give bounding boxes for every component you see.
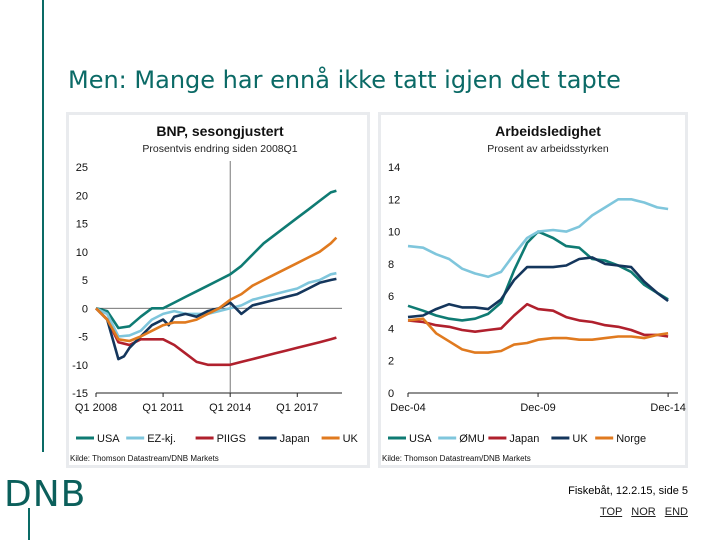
unemp-series-norge [407, 317, 669, 354]
unemp-x-tick-label: Dec-09 [520, 402, 555, 414]
gdp-x-tick-label: Q1 2017 [276, 402, 318, 414]
unemp-series-usa [407, 230, 669, 322]
unemp-y-tick-label: 4 [388, 323, 394, 335]
gdp-y-tick-label: 25 [76, 162, 88, 174]
footer-text: Fiskebåt, 12.2.15, side 5 [568, 485, 688, 497]
unemp-legend-label: ØMU [459, 433, 485, 445]
gdp-x-tick-label: Q1 2011 [142, 402, 183, 414]
nav-link-end[interactable]: END [664, 506, 688, 518]
dnb-logo: DNB [4, 474, 87, 515]
nav-link-nor[interactable]: NOR [631, 506, 656, 518]
gdp-source: Kilde: Thomson Datastream/DNB Markets [70, 454, 219, 463]
unemp-title: Arbeidsledighet [495, 123, 601, 139]
gdp-subtitle: Prosentvis endring siden 2008Q1 [142, 143, 297, 155]
unemp-y-tick-label: 6 [388, 291, 394, 303]
unemp-legend-label: Norge [616, 433, 646, 445]
unemp-y-tick-label: 14 [388, 162, 400, 174]
gdp-series-japan [95, 277, 337, 361]
gdp-legend-label: EZ-kj. [147, 433, 176, 445]
gdp-x-tick-label: Q1 2008 [75, 402, 117, 414]
unemp-series-japan [407, 302, 669, 338]
unemp-legend-label: USA [409, 433, 432, 445]
gdp-y-tick-label: 5 [82, 275, 88, 287]
gdp-y-tick-label: 15 [76, 219, 88, 231]
gdp-y-tick-label: 20 [76, 190, 88, 202]
unemp-y-tick-label: 2 [388, 356, 394, 368]
gdp-series-ez-kj- [95, 271, 337, 338]
gdp-y-tick-label: -10 [72, 360, 88, 372]
unemp-y-tick-label: 12 [388, 194, 400, 206]
gdp-chart-panel: BNP, sesongjustert Prosentvis endring sid… [66, 112, 370, 468]
gdp-series-piigs [95, 307, 337, 367]
accent-line-bottom [28, 508, 30, 540]
unemp-source: Kilde: Thomson Datastream/DNB Markets [382, 454, 531, 463]
gdp-legend-label: USA [97, 433, 120, 445]
nav-links: TOP NOR END [594, 506, 688, 518]
unemp-legend-label: Japan [509, 433, 539, 445]
gdp-chart: BNP, sesongjustert Prosentvis endring sid… [70, 123, 359, 463]
gdp-y-tick-label: 10 [76, 247, 88, 259]
unemp-y-tick-label: 10 [388, 227, 400, 239]
unemp-series-uk [407, 256, 669, 319]
gdp-y-tick-label: -5 [78, 332, 88, 344]
unemp-x-tick-label: Dec-04 [390, 402, 425, 414]
unemp-subtitle: Prosent av arbeidsstyrken [487, 143, 609, 155]
unemp-legend-label: UK [572, 433, 588, 445]
gdp-y-tick-label: -15 [72, 388, 88, 400]
gdp-title: BNP, sesongjustert [156, 123, 284, 139]
gdp-series-uk [95, 236, 338, 343]
unemployment-chart-panel: Arbeidsledighet Prosent av arbeidsstyrken… [378, 112, 688, 468]
unemployment-chart: Arbeidsledighet Prosent av arbeidsstyrken… [382, 123, 686, 463]
accent-line [42, 0, 44, 452]
nav-link-top[interactable]: TOP [599, 506, 623, 518]
gdp-legend-label: PIIGS [217, 433, 246, 445]
gdp-y-tick-label: 0 [82, 303, 88, 315]
slide-title: Men: Mange har ennå ikke tatt igjen det … [68, 66, 621, 94]
unemp-series--mu [407, 198, 669, 279]
gdp-legend-label: Japan [280, 433, 310, 445]
unemp-y-tick-label: 0 [388, 388, 394, 400]
unemp-x-tick-label: Dec-14 [650, 402, 685, 414]
gdp-legend-label: UK [343, 433, 359, 445]
unemp-y-tick-label: 8 [388, 259, 394, 271]
gdp-x-tick-label: Q1 2014 [209, 402, 251, 414]
gdp-series-usa [95, 189, 337, 330]
